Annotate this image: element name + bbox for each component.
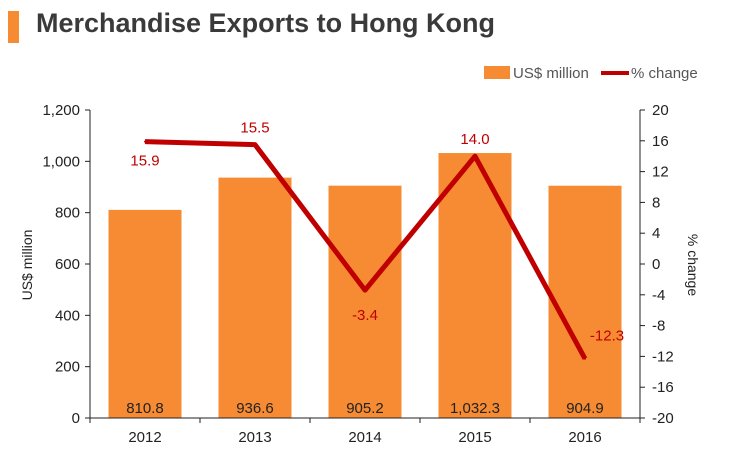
y-tick-label: 1,200 — [42, 102, 80, 119]
y-tick-label: 1,000 — [42, 153, 80, 170]
legend-label-bars: US$ million — [513, 65, 589, 82]
x-tick-label: 2012 — [128, 429, 161, 446]
y-tick-label: 600 — [55, 256, 80, 273]
y2-tick-label: -20 — [652, 410, 674, 427]
chart-title: Merchandise Exports to Hong Kong — [36, 8, 496, 38]
legend: US$ million % change — [484, 65, 698, 82]
y2-tick-label: -16 — [652, 379, 674, 396]
bar-label-2015: 1,032.3 — [450, 400, 500, 417]
y2-tick-label: 8 — [652, 194, 660, 211]
bar-2015 — [438, 153, 512, 418]
bar-2012 — [108, 209, 182, 418]
bar-label-2013: 936.6 — [236, 400, 274, 417]
line-point-2014 — [364, 289, 366, 292]
y-axis-title: US$ million — [19, 230, 35, 301]
line-label-2015: 14.0 — [460, 131, 489, 148]
x-tick-label: 2014 — [348, 429, 381, 446]
bar-2013 — [218, 177, 292, 418]
title-accent-bar — [8, 11, 19, 43]
axes: 02004006008001,0001,200-20-16-12-8-40481… — [42, 102, 673, 446]
bar-2016 — [548, 185, 622, 418]
y-tick-label: 800 — [55, 205, 80, 222]
y2-tick-label: -8 — [652, 318, 665, 335]
bar-label-2012: 810.8 — [126, 400, 164, 417]
bar-2014 — [328, 185, 402, 418]
legend-swatch-bars — [484, 66, 510, 79]
line-point-2012 — [144, 140, 146, 143]
x-tick-label: 2013 — [238, 429, 271, 446]
y-tick-label: 200 — [55, 359, 80, 376]
legend-label-line: % change — [631, 65, 698, 82]
line-label-2012: 15.9 — [130, 153, 159, 170]
y-tick-label: 400 — [55, 307, 80, 324]
line-series: 15.9 15.5 -3.4 14.0 -12.3 — [130, 120, 624, 360]
line-point-2015 — [474, 155, 476, 158]
y2-tick-label: 12 — [652, 164, 669, 181]
bar-label-2014: 905.2 — [346, 400, 384, 417]
line-label-2016: -12.3 — [590, 328, 624, 345]
y2-tick-label: -4 — [652, 287, 665, 304]
line-point-2013 — [254, 143, 256, 146]
line-point-2016 — [584, 357, 586, 360]
bar-label-2016: 904.9 — [566, 400, 604, 417]
line-label-2013: 15.5 — [240, 120, 269, 137]
x-tick-label: 2016 — [568, 429, 601, 446]
x-tick-label: 2015 — [458, 429, 491, 446]
bar-series: 810.8 936.6 905.2 1,032.3 904.9 — [108, 153, 622, 418]
y2-tick-label: 16 — [652, 133, 669, 150]
y2-tick-label: -12 — [652, 348, 674, 365]
y2-tick-label: 20 — [652, 102, 669, 119]
y2-tick-label: 4 — [652, 225, 660, 242]
y-tick-label: 0 — [72, 410, 80, 427]
y2-axis-title: % change — [685, 234, 701, 296]
line-label-2014: -3.4 — [352, 307, 378, 324]
y2-tick-label: 0 — [652, 256, 660, 273]
